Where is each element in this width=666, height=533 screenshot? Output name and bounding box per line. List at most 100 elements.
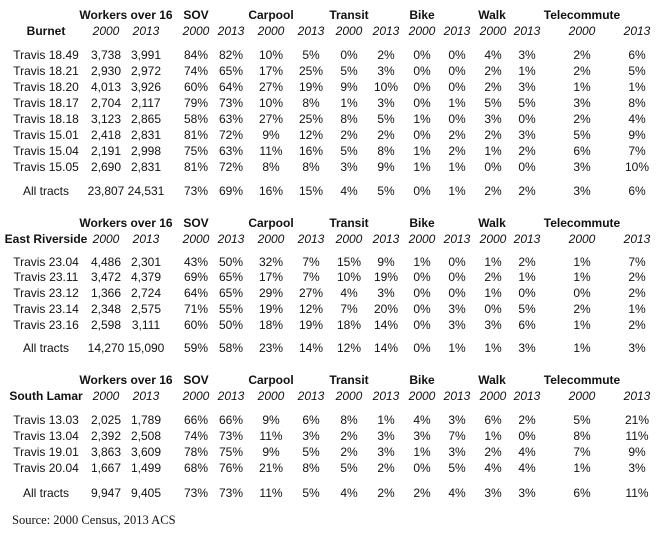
- tract-label: Travis 20.04: [13, 461, 79, 475]
- table-cell: 5%: [448, 461, 466, 475]
- total-cell: 6%: [628, 184, 646, 198]
- table-cell: 27%: [258, 112, 284, 126]
- tract-label: Travis 18.17: [13, 96, 79, 110]
- table-cell: 2%: [518, 255, 536, 269]
- table-cell: 2,690: [90, 160, 122, 174]
- section-title: East Riverside: [4, 232, 88, 246]
- table-cell: 3%: [573, 96, 591, 110]
- table-cell: 11%: [259, 144, 283, 158]
- table-cell: 12%: [298, 302, 324, 316]
- total-cell: 12%: [336, 341, 362, 355]
- table-cell: 82%: [218, 48, 244, 62]
- total-cell: 58%: [218, 341, 244, 355]
- table-cell: 3,472: [90, 270, 122, 284]
- table-cell: 2%: [377, 461, 395, 475]
- table-cell: 5%: [518, 302, 536, 316]
- table-cell: 0%: [448, 255, 466, 269]
- tract-label: Travis 18.21: [13, 64, 79, 78]
- table-cell: 10%: [624, 160, 650, 174]
- table-cell: 0%: [573, 286, 591, 300]
- total-cell: 24,531: [127, 184, 165, 198]
- year-header: 2013: [372, 24, 400, 38]
- table-cell: 3%: [302, 429, 320, 443]
- table-cell: 8%: [377, 144, 395, 158]
- table-cell: 19%: [298, 80, 324, 94]
- table-cell: 2,508: [130, 429, 162, 443]
- table-cell: 2%: [573, 302, 591, 316]
- table-cell: 3%: [377, 96, 395, 110]
- table-cell: 7%: [573, 445, 591, 459]
- tract-label: Travis 23.12: [13, 286, 79, 300]
- table-cell: 75%: [218, 445, 244, 459]
- table-cell: 2,831: [130, 128, 162, 142]
- table-cell: 8%: [302, 461, 320, 475]
- year-header: 2013: [132, 389, 160, 403]
- column-group-header: Bike: [409, 8, 435, 22]
- table-cell: 10%: [258, 96, 284, 110]
- table-cell: 4%: [413, 413, 431, 427]
- table-cell: 2%: [340, 128, 358, 142]
- table-cell: 3,123: [90, 112, 122, 126]
- total-cell: 15,090: [127, 341, 165, 355]
- table-cell: 64%: [183, 286, 209, 300]
- table-cell: 2%: [518, 144, 536, 158]
- table-cell: 3%: [377, 64, 395, 78]
- table-cell: 8%: [573, 429, 591, 443]
- total-cell: 11%: [625, 486, 649, 500]
- table-cell: 6%: [484, 413, 502, 427]
- table-cell: 3,926: [130, 80, 162, 94]
- column-group-header: SOV: [183, 8, 209, 22]
- table-cell: 9%: [262, 128, 280, 142]
- table-cell: 78%: [183, 445, 209, 459]
- year-header: 2013: [513, 24, 541, 38]
- table-cell: 6%: [302, 413, 320, 427]
- table-cell: 0%: [518, 112, 536, 126]
- table-cell: 1%: [573, 461, 591, 475]
- column-group-header: Workers over 16: [79, 216, 173, 230]
- table-cell: 3%: [448, 318, 466, 332]
- table-cell: 6%: [518, 318, 536, 332]
- column-group-header: Bike: [409, 216, 435, 230]
- table-cell: 2%: [484, 64, 502, 78]
- table-cell: 8%: [340, 413, 358, 427]
- table-cell: 21%: [258, 461, 284, 475]
- tract-label: Travis 18.18: [13, 112, 79, 126]
- total-cell: 59%: [183, 341, 209, 355]
- total-cell: 9,405: [130, 486, 162, 500]
- table-cell: 3,609: [130, 445, 162, 459]
- table-cell: 18%: [258, 318, 284, 332]
- column-group-header: Workers over 16: [79, 8, 173, 22]
- table-cell: 1%: [340, 96, 358, 110]
- table-cell: 3%: [573, 160, 591, 174]
- table-cell: 1%: [628, 80, 646, 94]
- total-row-label: All tracts: [22, 184, 70, 198]
- year-header: 2013: [372, 389, 400, 403]
- table-cell: 0%: [518, 160, 536, 174]
- table-cell: 2%: [628, 270, 646, 284]
- total-cell: 73%: [218, 486, 244, 500]
- total-cell: 4%: [340, 184, 358, 198]
- source-note: Source: 2000 Census, 2013 ACS: [12, 513, 176, 527]
- table-cell: 3%: [484, 318, 502, 332]
- table-cell: 1%: [484, 429, 502, 443]
- year-header: 2013: [443, 24, 471, 38]
- table-cell: 2%: [377, 48, 395, 62]
- tract-label: Travis 23.04: [13, 255, 79, 269]
- table-cell: 4,379: [130, 270, 162, 284]
- table-cell: 4,486: [90, 255, 122, 269]
- year-header: 2013: [132, 24, 160, 38]
- year-header: 2013: [513, 389, 541, 403]
- table-cell: 3,991: [130, 48, 162, 62]
- table-cell: 5%: [628, 64, 646, 78]
- total-cell: 9,947: [90, 486, 122, 500]
- table-cell: 15%: [336, 255, 362, 269]
- table-cell: 3%: [448, 413, 466, 427]
- year-header: 2013: [217, 389, 245, 403]
- table-cell: 27%: [258, 80, 284, 94]
- table-cell: 65%: [218, 270, 244, 284]
- table-cell: 64%: [218, 80, 244, 94]
- table-cell: 55%: [218, 302, 244, 316]
- table-cell: 5%: [484, 96, 502, 110]
- table-cell: 1%: [413, 445, 431, 459]
- table-cell: 75%: [183, 144, 209, 158]
